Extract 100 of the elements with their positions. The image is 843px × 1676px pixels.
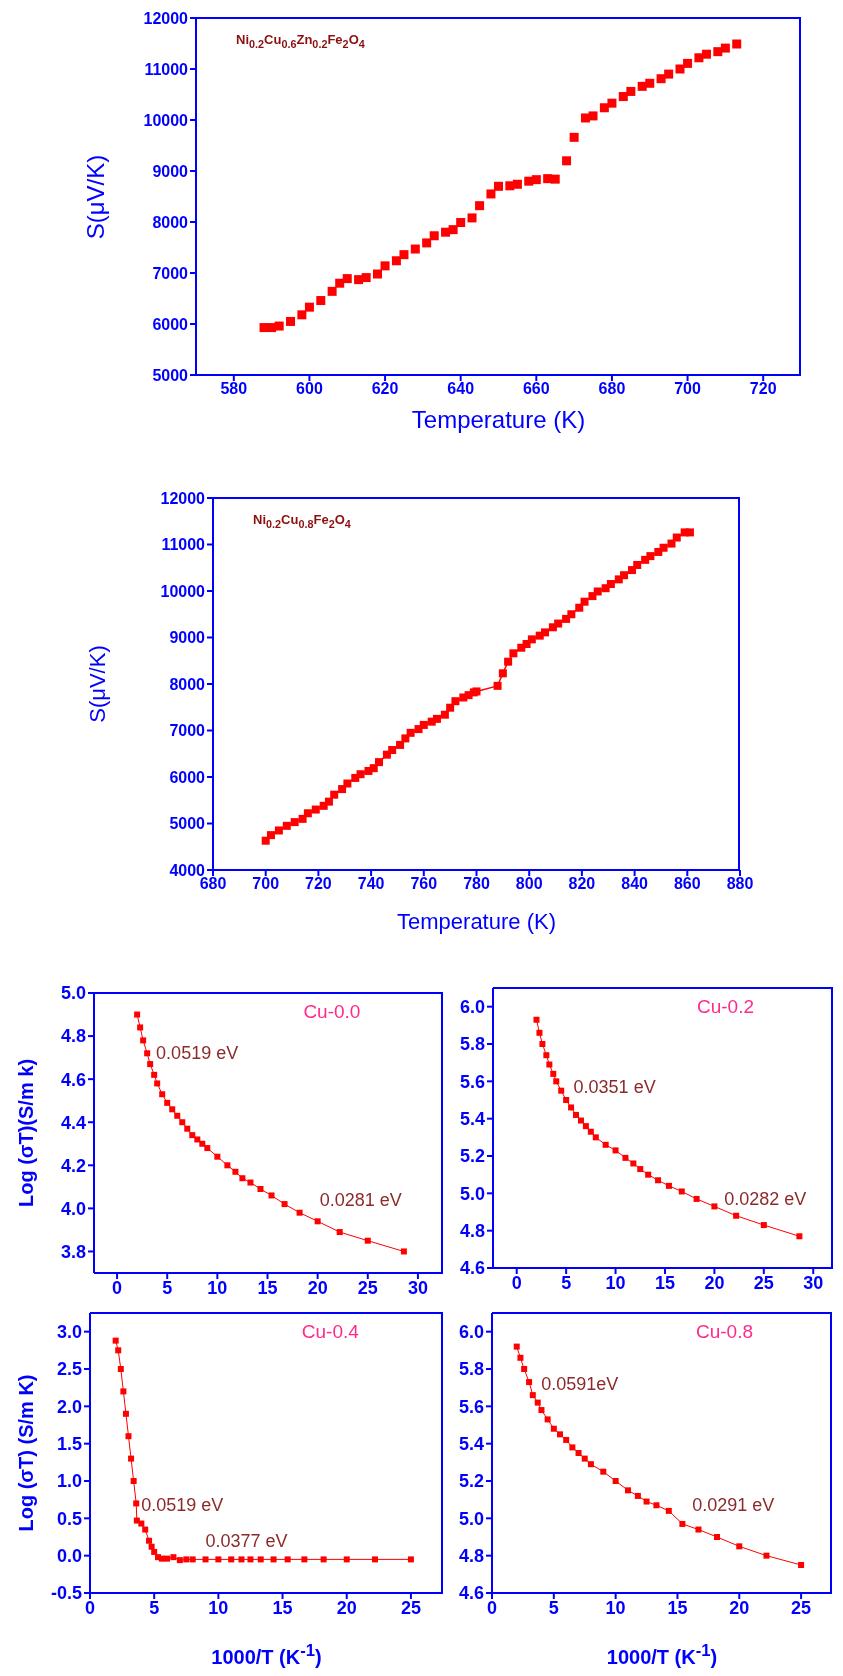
point (592, 1134, 599, 1141)
y-axis-title: S(μV/K) (82, 154, 110, 239)
x-tick-label: 680 (598, 380, 626, 398)
point (569, 1444, 576, 1451)
x-tick-label: 700 (252, 875, 280, 893)
y-tick-label: 7000 (169, 722, 206, 740)
point (622, 1154, 629, 1161)
y-tick-label: 10000 (143, 111, 189, 129)
x-tick-label: 740 (357, 875, 385, 893)
point (577, 1117, 584, 1124)
y-tick-label: 4.6 (60, 1069, 86, 1090)
point (562, 156, 572, 166)
x-tick-label: 10 (605, 1272, 626, 1293)
y-tick-label: 6000 (169, 768, 206, 786)
y-tick-label: 4.4 (60, 1112, 86, 1133)
x-tick-label: 25 (400, 1597, 421, 1618)
x-tick-label: 840 (621, 875, 649, 893)
y-tick-label: 9000 (152, 162, 189, 180)
x-tick-label: 10 (208, 1597, 229, 1618)
point (626, 86, 636, 96)
point (678, 1188, 685, 1195)
point (675, 64, 685, 74)
point (534, 1399, 541, 1406)
text: Ni$_{0.2}$Cu$_{0.6}$Zn$_{0.2}$Fe$_{2}$O$_{4}$ (236, 32, 365, 50)
y-tick-label: 6000 (152, 315, 189, 333)
x-tick-label: 30 (803, 1272, 824, 1293)
point (612, 1147, 619, 1154)
point (147, 1061, 154, 1068)
point (607, 98, 617, 108)
point (199, 1140, 206, 1147)
annotation: 0.0291 eV (692, 1494, 775, 1516)
x-tick-label: 0 (112, 1277, 123, 1298)
point (587, 1128, 594, 1135)
point (274, 321, 284, 331)
point (296, 1209, 303, 1216)
y-tick-label: 5.2 (458, 1471, 484, 1492)
point (512, 179, 522, 189)
x-axis-title: 1000/T (K$^{-1}$) (606, 1641, 718, 1669)
point (683, 58, 693, 68)
x-tick-label: 10 (207, 1277, 228, 1298)
point (281, 1201, 288, 1208)
point (320, 1556, 327, 1563)
point (128, 1455, 135, 1462)
x-tick-label: 25 (753, 1272, 774, 1293)
point (354, 275, 364, 285)
point (327, 286, 337, 296)
point (257, 1186, 264, 1192)
point (224, 1162, 231, 1169)
point (151, 1071, 158, 1078)
y-tick-label: 6.0 (459, 997, 485, 1018)
point (137, 1024, 144, 1031)
point (189, 1132, 196, 1139)
point (543, 174, 553, 184)
point (732, 39, 742, 49)
x-tick-label: 30 (407, 1277, 428, 1298)
y-tick-label: 5.0 (458, 1508, 484, 1529)
point (486, 189, 496, 199)
point (736, 1543, 743, 1550)
point (568, 1104, 575, 1111)
y-tick-label: 5.0 (459, 1183, 485, 1204)
point (569, 132, 579, 142)
y-tick-label: 3.0 (56, 1322, 82, 1343)
point (546, 1061, 553, 1068)
point (538, 1407, 545, 1414)
annotation: 0.0351 eV (573, 1076, 656, 1098)
point (634, 1492, 641, 1499)
annotation: Cu-0.4 (301, 1321, 359, 1343)
y-tick-label: 6.0 (458, 1322, 484, 1343)
point (526, 1379, 533, 1386)
x-tick-label: 15 (272, 1597, 293, 1618)
point (373, 269, 382, 279)
point (202, 1556, 209, 1563)
annotation: 0.0282 eV (724, 1188, 807, 1210)
y-tick-label: 0.5 (56, 1508, 82, 1529)
point (361, 273, 371, 283)
point (714, 1534, 721, 1540)
point (665, 1182, 672, 1189)
point (563, 1436, 570, 1443)
point (539, 1041, 546, 1047)
point (154, 1080, 161, 1087)
point (587, 1461, 594, 1468)
point (284, 1556, 291, 1563)
x-tick-label: 640 (447, 380, 475, 398)
point (694, 53, 704, 63)
point (575, 1450, 582, 1456)
annotation: 0.0591eV (541, 1373, 619, 1395)
point (653, 1502, 660, 1509)
point (380, 261, 390, 271)
point (664, 69, 674, 79)
point (314, 1218, 321, 1225)
x-tick-label: 720 (305, 875, 332, 893)
point (448, 225, 458, 235)
point (563, 1097, 570, 1103)
point (711, 1203, 718, 1210)
point (304, 302, 314, 312)
y-tick-label: 4.8 (458, 1546, 484, 1567)
point (120, 1388, 127, 1395)
point (637, 1166, 644, 1173)
y-tick-label: 5.6 (458, 1396, 484, 1417)
point (760, 1222, 767, 1229)
